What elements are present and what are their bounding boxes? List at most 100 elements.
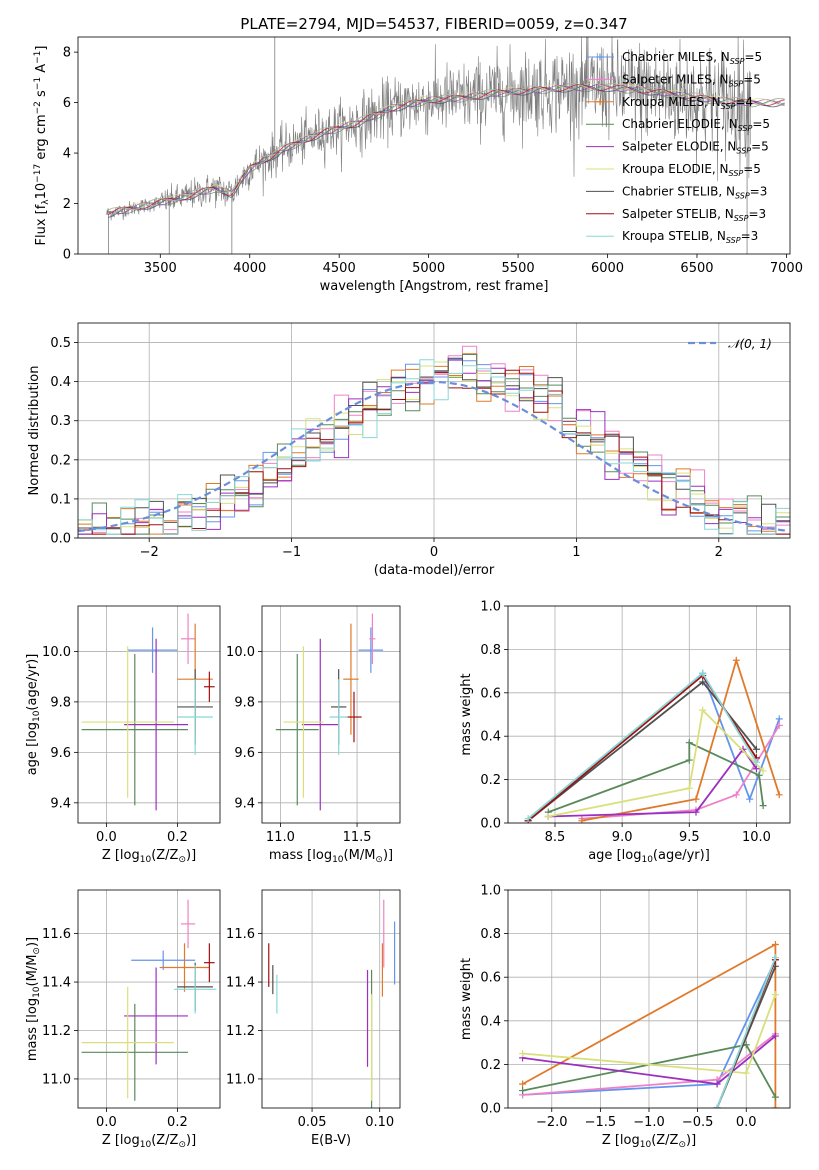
y-axis-label-part: Flux [f [34, 204, 49, 245]
x-axis-label: Z [log10(Z/Z⊙)] [602, 1133, 696, 1150]
y-axis-label-part: (age/yr)] [25, 654, 40, 711]
model-spectrum-salpeter-elodie [108, 84, 785, 215]
y-axis-label-part: (M/M [25, 955, 40, 987]
y-tick-label: 11.4 [226, 976, 255, 991]
axes-frame [77, 36, 791, 255]
figure-title: PLATE=2794, MJD=54537, FIBERID=0059, z=0… [240, 15, 627, 33]
x-tick-label: 11.5 [343, 830, 372, 845]
weight-point [685, 784, 693, 792]
y-tick-label: 0.0 [50, 532, 71, 547]
legend-label: Kroupa MILES, NSSP=4 [622, 95, 753, 111]
z_age-axes: 0.0 0.29.49.69.810.0Z [log10(Z/Z⊙)]age [l… [25, 605, 221, 865]
y-tick-label: 11.6 [42, 927, 71, 942]
x-axis-label-part: 10 [140, 1140, 152, 1150]
y-tick-label: 0.1 [50, 492, 71, 507]
x-axis-label-part: 10 [641, 855, 653, 865]
y-tick-label: 0.6 [480, 686, 501, 701]
mass_age-axes: 11.0 11.5 9.4 9.6 9.8 10.0 mass [log10(M/M⊙)] [226, 605, 401, 865]
weight-point [759, 767, 767, 775]
y-axis-label-part: A [34, 64, 49, 77]
z_weight-axes: −2.0 −1.5 −1.0 −0.5 0.0 0.0 0.2 0.4 0.6 0.8 1.0 Z [… [459, 884, 791, 1150]
x-tick-label: 0.2 [167, 830, 188, 845]
x-tick-label: −1.0 [633, 1115, 665, 1130]
weight-line-kroupa-miles [581, 657, 781, 822]
x-tick-label: −1 [282, 545, 301, 560]
z_mass-plot [81, 899, 217, 1101]
y-axis-label-part: age [log [25, 722, 40, 775]
x-axis-label: Z [log10(Z/Z⊙)] [102, 848, 196, 865]
observed-spectrum [106, 37, 751, 221]
y-tick-label: 10.0 [42, 645, 71, 660]
x-axis-label-part: Z [log [102, 848, 140, 863]
y-tick-label: 0.3 [50, 414, 71, 429]
legend-marker [596, 98, 604, 106]
x-tick-label: 0.0 [736, 1115, 757, 1130]
x-axis-label-part: (Z/Z [651, 1133, 678, 1148]
y-tick-label: 8 [63, 46, 71, 61]
y-tick-label: 9.6 [50, 746, 71, 761]
axes-frame [77, 322, 791, 539]
y-tick-label: 0.6 [480, 971, 501, 986]
x-tick-label: 5500 [502, 261, 535, 276]
legend-label-sub: SSP [734, 214, 749, 223]
weight-point [685, 756, 693, 764]
y-tick-label: 0.2 [480, 773, 501, 788]
x-axis-label-part: Z [log [102, 1133, 140, 1148]
x-axis-label-part: ⊙ [178, 855, 186, 865]
weight-point [775, 721, 783, 729]
legend-label-sub: SSP [726, 236, 741, 245]
y-tick-label: 0 [63, 248, 71, 263]
x-axis-label: E(B-V) [311, 1133, 351, 1148]
y-axis-label-part: −1 [33, 77, 43, 90]
weight-point [771, 941, 779, 948]
x-axis-label-part: (age/yr)] [653, 848, 710, 863]
x-axis-label-part: 10 [332, 855, 344, 865]
x-tick-label: 6500 [680, 261, 713, 276]
weight-point [699, 678, 707, 686]
y-axis-label: mass [log10(M/M⊙)] [25, 937, 42, 1061]
x-axis-label-part: )] [186, 848, 196, 863]
y-tick-label: 4 [63, 147, 71, 162]
weight-point [759, 802, 767, 810]
weight-point [692, 795, 700, 803]
legend-label-sub: SSP [729, 79, 744, 88]
x-axis-label-part: (Z/Z [151, 848, 178, 863]
legend-label-sub: SSP [735, 191, 750, 200]
y-axis-label-part: −1 [33, 51, 43, 64]
x-axis-label-part: age [log [588, 848, 641, 863]
legend-label: 𝒩(0, 1) [728, 337, 772, 351]
x-tick-label: 0 [430, 545, 438, 560]
weight-point [742, 1069, 750, 1077]
legend-label-text: Kroupa ELODIE, N [622, 162, 729, 176]
weight-point [544, 812, 552, 820]
y-tick-label: 10.0 [226, 645, 255, 660]
y-axis-label-part: λ [41, 199, 51, 205]
x-tick-label: 0.0 [96, 1115, 117, 1130]
x-axis-label-part: (Z/Z [151, 1133, 178, 1148]
weight-point [732, 656, 740, 664]
legend-label: Salpeter MILES, NSSP=5 [622, 72, 761, 88]
x-axis-label-part: )] [383, 848, 393, 863]
weight-point [713, 1080, 721, 1088]
legend-label-suffix: =5 [751, 140, 769, 154]
z_mass-axes: 0.0 0.211.011.211.411.6Z [log10(Z/Z⊙)]mas… [25, 889, 221, 1150]
legend-marker [596, 53, 604, 61]
y-tick-label: 11.6 [226, 927, 255, 942]
x-tick-label: 0.10 [365, 1115, 394, 1130]
legend-label-text: Chabrier ELODIE, N [622, 117, 738, 131]
x-tick-label: 4500 [323, 261, 356, 276]
legend-label-suffix: =5 [752, 117, 770, 131]
y-tick-label: 2 [63, 197, 71, 212]
y-axis-label-part: erg cm [34, 114, 49, 163]
axes-frame [77, 605, 221, 824]
legend-label: Salpeter ELODIE, NSSP=5 [622, 140, 769, 156]
x-tick-label: 9.0 [612, 830, 633, 845]
legend-label-text: Chabrier MILES, N [622, 50, 730, 64]
weight-point [771, 1032, 779, 1040]
axes-frame [507, 889, 791, 1109]
x-axis-label: (data-model)/error [374, 563, 495, 578]
legend-label-sub: SSP [730, 57, 745, 66]
weight-point [771, 1093, 779, 1101]
y-axis-label: mass weight [459, 673, 474, 755]
weight-point [752, 745, 760, 753]
